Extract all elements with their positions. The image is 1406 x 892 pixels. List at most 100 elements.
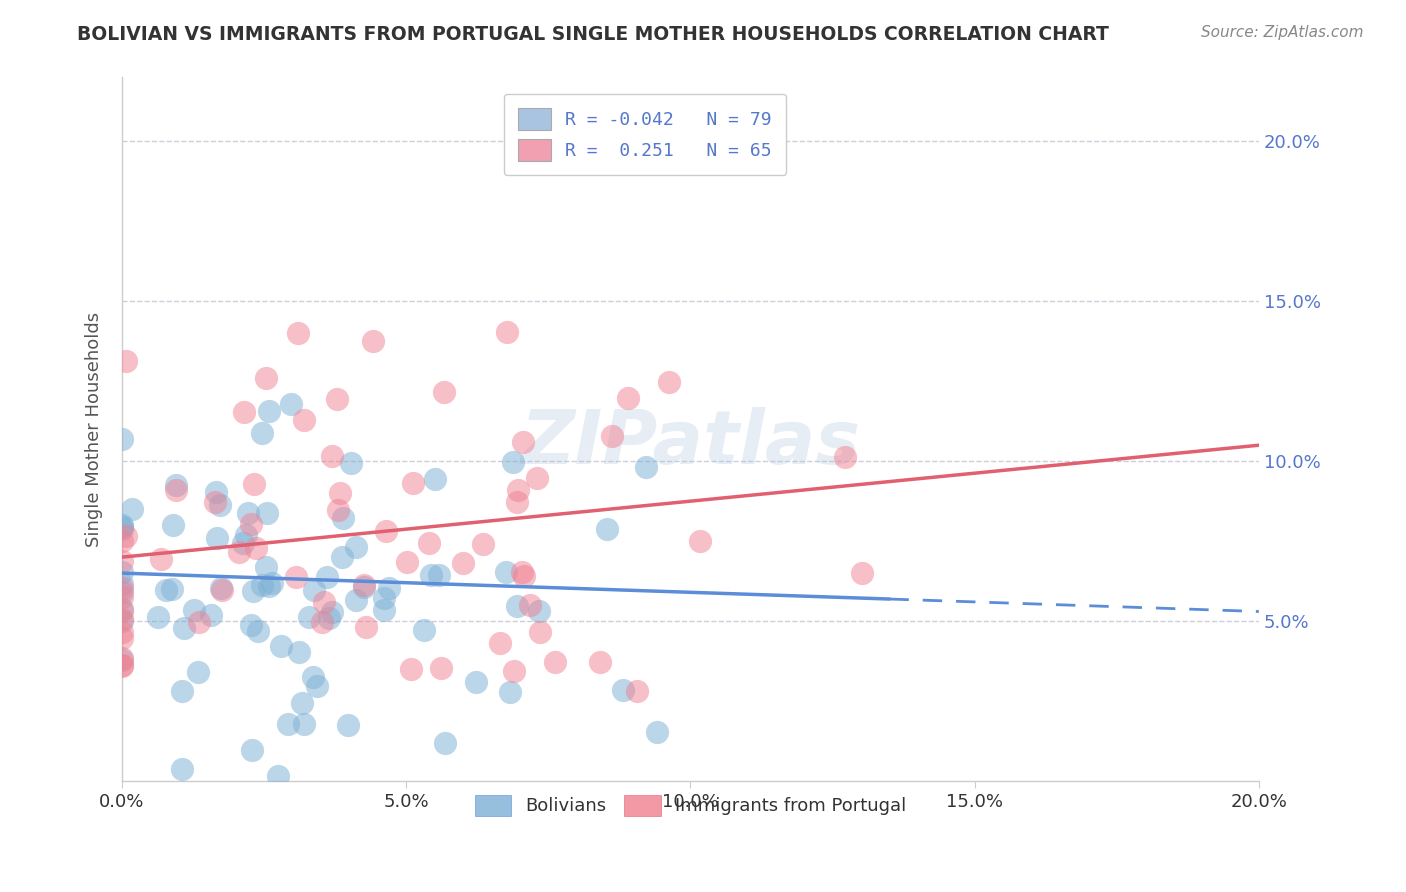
- Point: [465, 675, 488, 690]
- Text: Source: ZipAtlas.com: Source: ZipAtlas.com: [1201, 25, 1364, 40]
- Point: [596, 522, 619, 536]
- Point: [254, 371, 277, 385]
- Point: [321, 605, 343, 619]
- Point: [247, 624, 270, 639]
- Point: [270, 639, 292, 653]
- Point: [307, 680, 329, 694]
- Point: [111, 576, 134, 591]
- Point: [298, 610, 321, 624]
- Point: [378, 581, 401, 595]
- Point: [292, 717, 315, 731]
- Point: [395, 555, 418, 569]
- Point: [252, 425, 274, 440]
- Point: [235, 528, 257, 542]
- Point: [170, 762, 193, 776]
- Point: [423, 472, 446, 486]
- Point: [328, 486, 350, 500]
- Point: [354, 620, 377, 634]
- Point: [292, 413, 315, 427]
- Point: [111, 518, 134, 533]
- Point: [529, 624, 551, 639]
- Point: [256, 507, 278, 521]
- Point: [472, 537, 495, 551]
- Y-axis label: Single Mother Households: Single Mother Households: [86, 311, 103, 547]
- Point: [330, 550, 353, 565]
- Point: [506, 599, 529, 613]
- Point: [200, 607, 222, 622]
- Point: [430, 661, 453, 675]
- Point: [340, 456, 363, 470]
- Point: [513, 569, 536, 583]
- Point: [228, 545, 250, 559]
- Point: [111, 581, 134, 595]
- Point: [288, 645, 311, 659]
- Point: [311, 615, 333, 629]
- Point: [111, 614, 134, 628]
- Point: [506, 495, 529, 509]
- Point: [242, 743, 264, 757]
- Point: [257, 403, 280, 417]
- Point: [332, 511, 354, 525]
- Point: [267, 768, 290, 782]
- Point: [111, 612, 134, 626]
- Point: [302, 669, 325, 683]
- Point: [373, 591, 395, 606]
- Point: [111, 522, 134, 536]
- Point: [173, 621, 195, 635]
- Point: [242, 584, 264, 599]
- Point: [285, 570, 308, 584]
- Point: [111, 520, 134, 534]
- Point: [373, 603, 395, 617]
- Point: [326, 503, 349, 517]
- Point: [111, 625, 134, 640]
- Point: [353, 580, 375, 594]
- Point: [689, 534, 711, 549]
- Point: [336, 718, 359, 732]
- Point: [413, 623, 436, 637]
- Point: [503, 664, 526, 678]
- Point: [434, 736, 457, 750]
- Point: [427, 568, 450, 582]
- Point: [645, 724, 668, 739]
- Point: [250, 577, 273, 591]
- Point: [111, 653, 134, 667]
- Point: [361, 334, 384, 348]
- Point: [111, 657, 134, 672]
- Point: [187, 615, 209, 630]
- Point: [399, 661, 422, 675]
- Point: [617, 391, 640, 405]
- Point: [344, 540, 367, 554]
- Point: [208, 498, 231, 512]
- Point: [418, 536, 440, 550]
- Point: [111, 650, 134, 665]
- Point: [146, 610, 169, 624]
- Point: [160, 582, 183, 596]
- Point: [344, 592, 367, 607]
- Legend: Bolivians, Immigrants from Portugal: Bolivians, Immigrants from Portugal: [465, 786, 915, 825]
- Point: [121, 501, 143, 516]
- Point: [111, 565, 134, 579]
- Point: [111, 658, 134, 673]
- Point: [353, 578, 375, 592]
- Point: [326, 392, 349, 407]
- Point: [240, 618, 263, 632]
- Text: ZIPatlas: ZIPatlas: [520, 407, 860, 480]
- Point: [290, 696, 312, 710]
- Point: [419, 567, 441, 582]
- Point: [589, 655, 612, 669]
- Point: [209, 582, 232, 596]
- Point: [165, 477, 187, 491]
- Point: [529, 604, 551, 618]
- Point: [626, 684, 648, 698]
- Text: BOLIVIAN VS IMMIGRANTS FROM PORTUGAL SINGLE MOTHER HOUSEHOLDS CORRELATION CHART: BOLIVIAN VS IMMIGRANTS FROM PORTUGAL SIN…: [77, 25, 1109, 44]
- Point: [162, 517, 184, 532]
- Point: [636, 460, 658, 475]
- Point: [499, 685, 522, 699]
- Point: [155, 582, 177, 597]
- Point: [233, 405, 256, 419]
- Point: [187, 665, 209, 680]
- Point: [287, 326, 309, 341]
- Point: [314, 594, 336, 608]
- Point: [506, 483, 529, 497]
- Point: [111, 534, 134, 549]
